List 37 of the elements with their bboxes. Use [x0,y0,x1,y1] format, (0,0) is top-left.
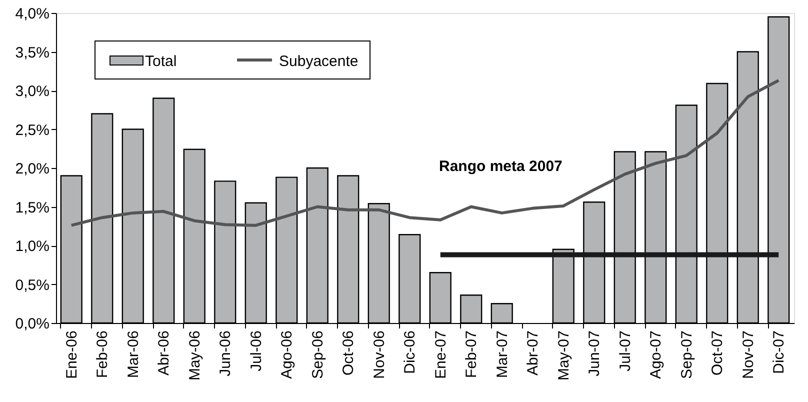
x-tick-label: Dic-06 [402,330,419,374]
y-tick-label: 0,0% [15,316,50,332]
annotation: Rango meta 2007 [439,158,562,175]
y-tick-label: 3,5% [15,44,50,62]
x-tick-label: Sep-06 [309,330,326,379]
x-tick-label: Mar-07 [494,330,511,378]
x-tick-label: Jun-07 [586,330,604,376]
x-tick-label: Jun-06 [217,330,234,376]
x-tick-label: Abr-06 [156,330,173,376]
legend-label: Subyacente [279,53,358,70]
y-tick-label: 3,0% [15,83,50,100]
x-tick-label: Ago-06 [278,330,296,379]
x-tick-label: Jul-07 [616,330,634,372]
y-tick-label: 0,5% [15,276,50,294]
y-tick-label: 2,0% [15,160,50,178]
x-tick-label: Nov-07 [740,330,757,379]
x-tick-label: Ago-07 [648,330,665,379]
x-tick-label: Ene-07 [432,330,450,379]
y-tick-label: 1,0% [15,238,50,255]
legend-label: Total [145,53,177,70]
x-tick-label: Oct-06 [340,330,358,376]
x-tick-label: Sep-07 [678,330,696,379]
x-tick-label: Abr-07 [524,330,542,376]
x-tick-label: Nov-06 [370,330,388,379]
x-tick-label: Oct-07 [709,330,726,376]
x-tick-label: May-06 [186,330,204,381]
y-tick-label: 4,0% [15,6,50,22]
x-tick-label: Jul-06 [248,330,265,372]
y-tick-label: 1,5% [15,199,50,216]
x-tick-label: Dic-07 [770,330,788,374]
x-tick-label: Mar-06 [124,330,142,378]
x-tick-label: Ene-06 [63,330,80,379]
x-tick-label: May-07 [555,330,572,381]
line-series [70,78,780,227]
y-tick-label: 2,5% [15,122,50,139]
x-tick-label: Feb-06 [94,330,112,378]
x-tick-label: Feb-07 [463,330,480,378]
